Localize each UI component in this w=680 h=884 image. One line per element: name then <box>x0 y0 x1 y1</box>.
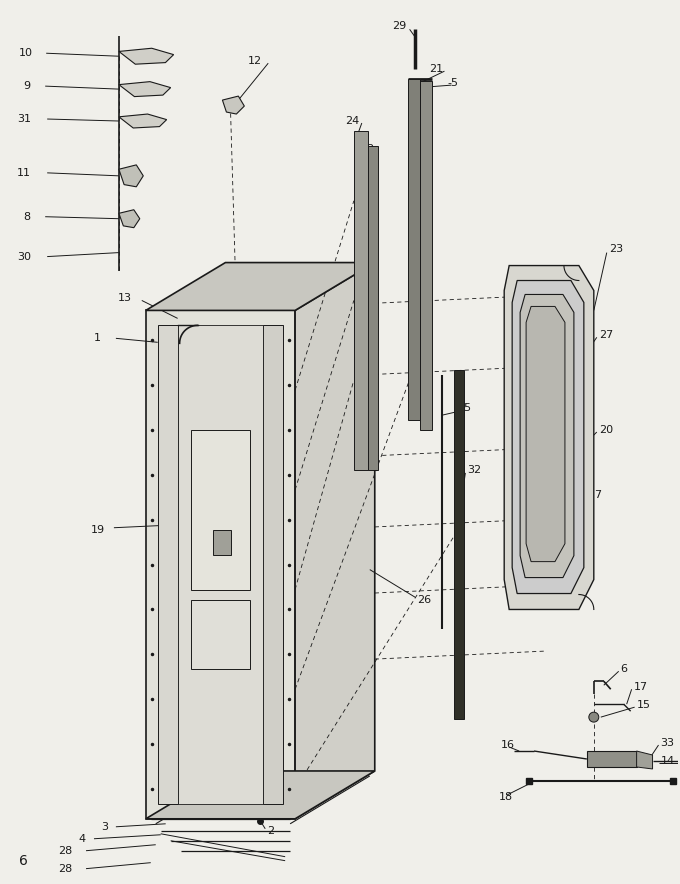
Polygon shape <box>119 114 167 128</box>
Polygon shape <box>420 81 432 430</box>
Polygon shape <box>454 370 464 719</box>
Polygon shape <box>636 751 653 769</box>
Polygon shape <box>214 530 231 554</box>
Polygon shape <box>263 325 283 804</box>
Text: 4: 4 <box>78 834 85 843</box>
Text: 33: 33 <box>660 738 675 748</box>
Polygon shape <box>190 599 250 669</box>
Text: 28: 28 <box>58 846 72 856</box>
Text: 18: 18 <box>499 792 513 802</box>
Polygon shape <box>295 263 375 819</box>
Text: 17: 17 <box>634 682 648 692</box>
Polygon shape <box>119 210 140 228</box>
Text: 8: 8 <box>23 211 31 222</box>
Text: 19: 19 <box>91 525 105 535</box>
Text: 30: 30 <box>17 252 31 262</box>
Polygon shape <box>146 310 295 819</box>
Circle shape <box>589 713 599 722</box>
Polygon shape <box>146 771 375 819</box>
Text: 22: 22 <box>360 144 374 154</box>
Text: 3: 3 <box>101 822 108 832</box>
Polygon shape <box>190 430 250 590</box>
Text: 6: 6 <box>621 664 628 674</box>
Text: 11: 11 <box>17 168 31 178</box>
Text: 13: 13 <box>118 293 132 303</box>
Text: 6: 6 <box>19 854 28 868</box>
Polygon shape <box>368 146 378 470</box>
Text: 32: 32 <box>467 465 481 475</box>
Polygon shape <box>504 265 594 609</box>
Polygon shape <box>354 131 368 470</box>
Text: 9: 9 <box>23 81 31 91</box>
Polygon shape <box>512 280 584 593</box>
Polygon shape <box>520 294 574 577</box>
Polygon shape <box>587 751 636 767</box>
Polygon shape <box>526 307 565 561</box>
Text: 2: 2 <box>267 826 274 835</box>
Text: 25: 25 <box>458 403 471 413</box>
Text: 24: 24 <box>345 116 359 126</box>
Text: 14: 14 <box>660 756 675 766</box>
Text: 20: 20 <box>599 425 613 435</box>
Polygon shape <box>119 49 173 65</box>
Text: 21: 21 <box>430 65 443 74</box>
Text: 26: 26 <box>418 595 432 605</box>
Text: 7: 7 <box>594 490 601 499</box>
Polygon shape <box>146 263 375 310</box>
Text: 1: 1 <box>94 333 101 343</box>
Text: 28: 28 <box>58 864 72 873</box>
Text: 29: 29 <box>392 21 406 31</box>
Text: 12: 12 <box>248 57 262 66</box>
Polygon shape <box>119 81 171 96</box>
Polygon shape <box>177 325 263 804</box>
Text: -5: -5 <box>447 78 458 88</box>
Polygon shape <box>222 96 244 114</box>
Polygon shape <box>119 165 143 187</box>
Polygon shape <box>158 325 177 804</box>
Text: 31: 31 <box>17 114 31 124</box>
Text: 23: 23 <box>609 244 623 254</box>
Text: 27: 27 <box>599 331 613 340</box>
Text: 10: 10 <box>19 49 33 58</box>
Text: 15: 15 <box>636 700 651 710</box>
Text: 16: 16 <box>501 740 515 750</box>
Polygon shape <box>407 80 420 420</box>
